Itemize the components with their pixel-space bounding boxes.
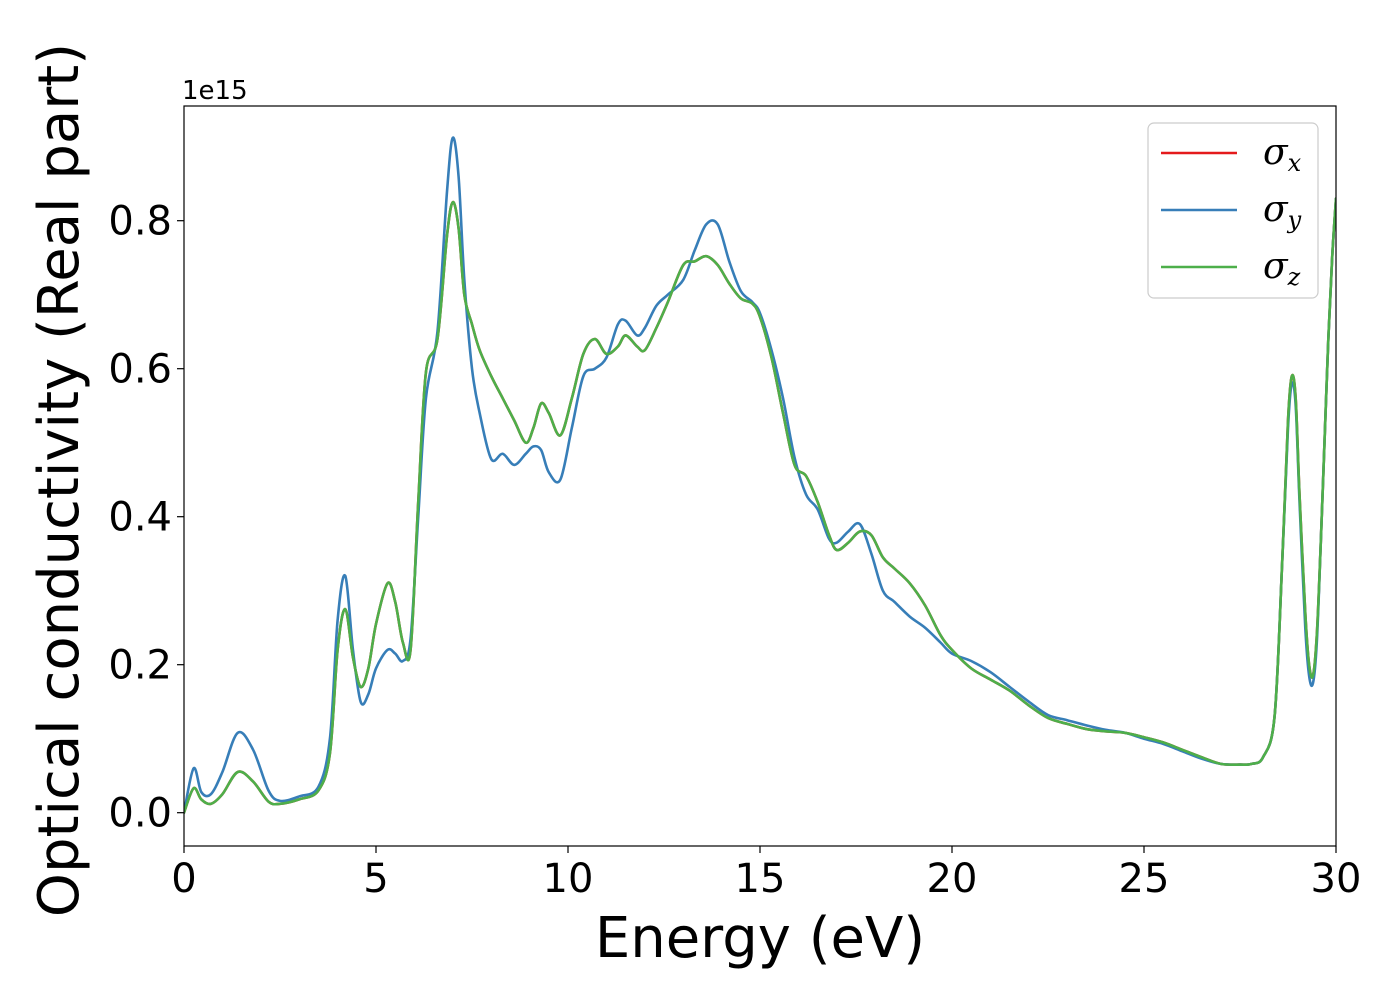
legend-symbol: σ [1263, 246, 1289, 287]
x-tick-label: 5 [363, 856, 388, 902]
x-tick-label: 10 [543, 856, 594, 902]
series-line-z [184, 197, 1336, 814]
series-layer [184, 136, 1336, 814]
y-tick-label: 0.0 [108, 791, 172, 837]
y-offset-label: 1e15 [182, 76, 248, 106]
legend-subscript: x [1288, 149, 1302, 177]
x-axis: 0 5 10 15 20 25 30 [171, 846, 1361, 902]
y-axis-label: Optical conductivity (Real part) [27, 43, 92, 917]
legend-symbol: σ [1263, 132, 1289, 173]
legend-symbol: σ [1263, 189, 1289, 230]
y-tick-label: 0.2 [108, 643, 172, 689]
legend-subscript: z [1287, 263, 1301, 291]
legend-label-x: σx [1263, 132, 1302, 177]
x-tick-label: 25 [1119, 856, 1170, 902]
x-tick-label: 20 [927, 856, 978, 902]
x-tick-label: 15 [735, 856, 786, 902]
y-tick-label: 0.4 [108, 495, 172, 541]
x-tick-label: 0 [171, 856, 196, 902]
x-tick-label: 30 [1311, 856, 1362, 902]
x-axis-label: Energy (eV) [595, 906, 925, 971]
y-tick-label: 0.8 [108, 199, 172, 245]
y-axis: 0.0 0.2 0.4 0.6 0.8 [108, 199, 184, 837]
legend-label-y: σy [1263, 189, 1302, 234]
y-tick-label: 0.6 [108, 347, 172, 393]
legend-label-z: σz [1263, 246, 1301, 291]
legend-subscript: y [1287, 206, 1302, 234]
